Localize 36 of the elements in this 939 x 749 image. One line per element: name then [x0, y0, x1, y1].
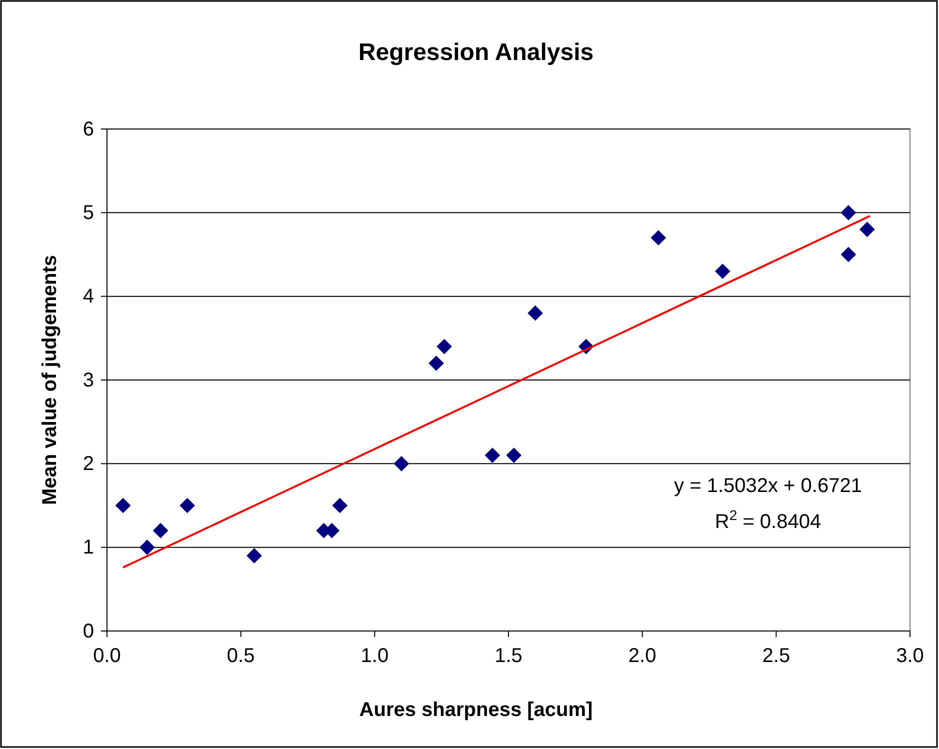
y-tick-label: 5 [82, 202, 94, 224]
point [506, 448, 522, 463]
x-tick-label: 2.0 [628, 645, 656, 667]
x-tick-label: 1.0 [360, 645, 389, 667]
chart-title: Regression Analysis [358, 39, 594, 66]
point [436, 338, 452, 354]
y-tick-label: 3 [82, 369, 94, 392]
annotation: y = 1.5032x + 0.6721 [674, 475, 862, 497]
y-tick-label: 4 [82, 286, 94, 308]
point [840, 246, 856, 262]
y-tick-label: 0 [82, 620, 94, 642]
x-tick-label: 0.5 [226, 645, 255, 667]
x-tick-label: 0.0 [93, 645, 121, 667]
x-tick-label: 3.0 [896, 645, 924, 667]
y-axis-title: Mean value of judgements [39, 254, 61, 506]
x-axis-title: Aures sharpness [acum] [359, 699, 593, 721]
point [180, 498, 195, 514]
annotation: R$^{2}$ = 0.8404 [714, 507, 822, 533]
point [115, 498, 131, 514]
point [650, 230, 666, 246]
point [484, 448, 500, 463]
x-tick-label: 1.5 [494, 645, 522, 667]
point [714, 264, 730, 279]
point [332, 498, 348, 514]
y-tick-label: 1 [82, 536, 94, 559]
point [246, 548, 262, 564]
x-tick-label: 2.5 [762, 645, 790, 667]
point [428, 356, 444, 371]
y-tick-label: 6 [82, 118, 94, 140]
y-tick-label: 2 [82, 453, 94, 476]
point [394, 456, 410, 472]
point [139, 540, 155, 556]
point [152, 522, 168, 538]
point [860, 222, 875, 238]
point [840, 204, 856, 220]
point [528, 305, 543, 321]
